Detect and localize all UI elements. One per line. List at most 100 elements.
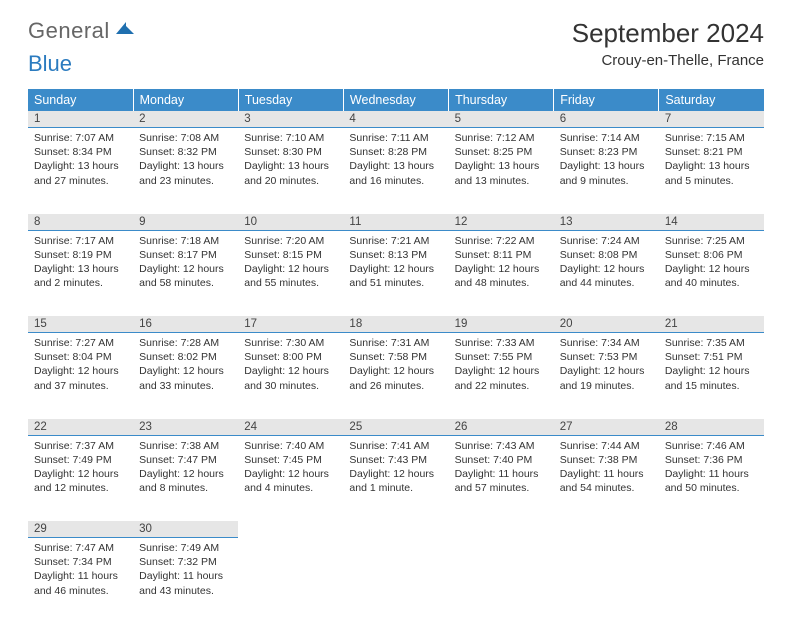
day-content: Sunrise: 7:38 AMSunset: 7:47 PMDaylight:…: [133, 436, 238, 502]
day-number-cell: 21: [659, 316, 764, 333]
logo-text-blue: Blue: [28, 51, 764, 77]
day-number-cell: 30: [133, 521, 238, 538]
day-content: Sunrise: 7:12 AMSunset: 8:25 PMDaylight:…: [449, 128, 554, 194]
month-title: September 2024: [572, 18, 764, 49]
day-content: Sunrise: 7:22 AMSunset: 8:11 PMDaylight:…: [449, 231, 554, 297]
day-content: Sunrise: 7:20 AMSunset: 8:15 PMDaylight:…: [238, 231, 343, 297]
day-cell: Sunrise: 7:47 AMSunset: 7:34 PMDaylight:…: [28, 538, 133, 624]
day-number-row: 1234567: [28, 111, 764, 128]
day-number-cell: 13: [554, 214, 659, 231]
day-number-cell: [343, 521, 448, 538]
day-number-cell: [449, 521, 554, 538]
day-number-cell: [659, 521, 764, 538]
day-cell: Sunrise: 7:25 AMSunset: 8:06 PMDaylight:…: [659, 230, 764, 316]
day-content: Sunrise: 7:24 AMSunset: 8:08 PMDaylight:…: [554, 231, 659, 297]
day-cell: Sunrise: 7:17 AMSunset: 8:19 PMDaylight:…: [28, 230, 133, 316]
day-content: Sunrise: 7:34 AMSunset: 7:53 PMDaylight:…: [554, 333, 659, 399]
day-content: Sunrise: 7:30 AMSunset: 8:00 PMDaylight:…: [238, 333, 343, 399]
weekday-header-row: Sunday Monday Tuesday Wednesday Thursday…: [28, 89, 764, 111]
day-number-cell: 10: [238, 214, 343, 231]
day-number-cell: [238, 521, 343, 538]
day-number-cell: 11: [343, 214, 448, 231]
day-number-row: 2930: [28, 521, 764, 538]
day-number-cell: 2: [133, 111, 238, 128]
day-cell: Sunrise: 7:46 AMSunset: 7:36 PMDaylight:…: [659, 435, 764, 521]
weekday-header: Saturday: [659, 89, 764, 111]
day-cell: Sunrise: 7:10 AMSunset: 8:30 PMDaylight:…: [238, 128, 343, 214]
day-content: Sunrise: 7:28 AMSunset: 8:02 PMDaylight:…: [133, 333, 238, 399]
day-cell: [449, 538, 554, 624]
day-cell: Sunrise: 7:20 AMSunset: 8:15 PMDaylight:…: [238, 230, 343, 316]
weekday-header: Tuesday: [238, 89, 343, 111]
day-number-cell: 20: [554, 316, 659, 333]
day-number-cell: 14: [659, 214, 764, 231]
day-number-cell: 25: [343, 419, 448, 436]
day-number-cell: 1: [28, 111, 133, 128]
day-content: Sunrise: 7:08 AMSunset: 8:32 PMDaylight:…: [133, 128, 238, 194]
day-number-cell: 29: [28, 521, 133, 538]
weekday-header: Monday: [133, 89, 238, 111]
calendar-table: Sunday Monday Tuesday Wednesday Thursday…: [28, 89, 764, 624]
day-number-cell: 18: [343, 316, 448, 333]
day-cell: Sunrise: 7:07 AMSunset: 8:34 PMDaylight:…: [28, 128, 133, 214]
weekday-header: Wednesday: [343, 89, 448, 111]
day-cell: [238, 538, 343, 624]
day-number-cell: 19: [449, 316, 554, 333]
day-number-cell: 8: [28, 214, 133, 231]
day-number-cell: 9: [133, 214, 238, 231]
day-content: Sunrise: 7:21 AMSunset: 8:13 PMDaylight:…: [343, 231, 448, 297]
logo: General: [28, 18, 136, 44]
day-number-cell: 15: [28, 316, 133, 333]
day-content-row: Sunrise: 7:27 AMSunset: 8:04 PMDaylight:…: [28, 333, 764, 419]
day-content: Sunrise: 7:31 AMSunset: 7:58 PMDaylight:…: [343, 333, 448, 399]
day-cell: Sunrise: 7:30 AMSunset: 8:00 PMDaylight:…: [238, 333, 343, 419]
day-number-cell: 6: [554, 111, 659, 128]
weekday-header: Friday: [554, 89, 659, 111]
day-cell: Sunrise: 7:40 AMSunset: 7:45 PMDaylight:…: [238, 435, 343, 521]
day-content: Sunrise: 7:27 AMSunset: 8:04 PMDaylight:…: [28, 333, 133, 399]
day-cell: Sunrise: 7:22 AMSunset: 8:11 PMDaylight:…: [449, 230, 554, 316]
day-number-cell: 24: [238, 419, 343, 436]
day-number-cell: 22: [28, 419, 133, 436]
day-content: Sunrise: 7:40 AMSunset: 7:45 PMDaylight:…: [238, 436, 343, 502]
day-number-cell: 23: [133, 419, 238, 436]
day-cell: Sunrise: 7:41 AMSunset: 7:43 PMDaylight:…: [343, 435, 448, 521]
day-content-row: Sunrise: 7:47 AMSunset: 7:34 PMDaylight:…: [28, 538, 764, 624]
day-number-row: 22232425262728: [28, 419, 764, 436]
day-content: Sunrise: 7:41 AMSunset: 7:43 PMDaylight:…: [343, 436, 448, 502]
day-number-cell: 17: [238, 316, 343, 333]
day-cell: Sunrise: 7:11 AMSunset: 8:28 PMDaylight:…: [343, 128, 448, 214]
weekday-header: Thursday: [449, 89, 554, 111]
day-content-row: Sunrise: 7:07 AMSunset: 8:34 PMDaylight:…: [28, 128, 764, 214]
day-content: Sunrise: 7:25 AMSunset: 8:06 PMDaylight:…: [659, 231, 764, 297]
day-cell: Sunrise: 7:49 AMSunset: 7:32 PMDaylight:…: [133, 538, 238, 624]
day-cell: Sunrise: 7:28 AMSunset: 8:02 PMDaylight:…: [133, 333, 238, 419]
day-number-cell: 26: [449, 419, 554, 436]
day-cell: Sunrise: 7:43 AMSunset: 7:40 PMDaylight:…: [449, 435, 554, 521]
day-cell: Sunrise: 7:33 AMSunset: 7:55 PMDaylight:…: [449, 333, 554, 419]
day-number-cell: 5: [449, 111, 554, 128]
day-content: Sunrise: 7:37 AMSunset: 7:49 PMDaylight:…: [28, 436, 133, 502]
day-cell: Sunrise: 7:34 AMSunset: 7:53 PMDaylight:…: [554, 333, 659, 419]
day-cell: Sunrise: 7:37 AMSunset: 7:49 PMDaylight:…: [28, 435, 133, 521]
day-content: Sunrise: 7:11 AMSunset: 8:28 PMDaylight:…: [343, 128, 448, 194]
day-content: Sunrise: 7:10 AMSunset: 8:30 PMDaylight:…: [238, 128, 343, 194]
day-content: Sunrise: 7:46 AMSunset: 7:36 PMDaylight:…: [659, 436, 764, 502]
day-cell: Sunrise: 7:38 AMSunset: 7:47 PMDaylight:…: [133, 435, 238, 521]
day-cell: [554, 538, 659, 624]
day-content: Sunrise: 7:44 AMSunset: 7:38 PMDaylight:…: [554, 436, 659, 502]
day-content-row: Sunrise: 7:37 AMSunset: 7:49 PMDaylight:…: [28, 435, 764, 521]
day-cell: Sunrise: 7:18 AMSunset: 8:17 PMDaylight:…: [133, 230, 238, 316]
day-content: Sunrise: 7:14 AMSunset: 8:23 PMDaylight:…: [554, 128, 659, 194]
day-number-row: 891011121314: [28, 214, 764, 231]
day-cell: Sunrise: 7:08 AMSunset: 8:32 PMDaylight:…: [133, 128, 238, 214]
day-cell: Sunrise: 7:35 AMSunset: 7:51 PMDaylight:…: [659, 333, 764, 419]
day-content: Sunrise: 7:43 AMSunset: 7:40 PMDaylight:…: [449, 436, 554, 502]
day-content: Sunrise: 7:47 AMSunset: 7:34 PMDaylight:…: [28, 538, 133, 604]
day-content: Sunrise: 7:07 AMSunset: 8:34 PMDaylight:…: [28, 128, 133, 194]
day-cell: Sunrise: 7:15 AMSunset: 8:21 PMDaylight:…: [659, 128, 764, 214]
day-cell: Sunrise: 7:44 AMSunset: 7:38 PMDaylight:…: [554, 435, 659, 521]
day-number-cell: 27: [554, 419, 659, 436]
day-cell: Sunrise: 7:14 AMSunset: 8:23 PMDaylight:…: [554, 128, 659, 214]
day-number-cell: 4: [343, 111, 448, 128]
